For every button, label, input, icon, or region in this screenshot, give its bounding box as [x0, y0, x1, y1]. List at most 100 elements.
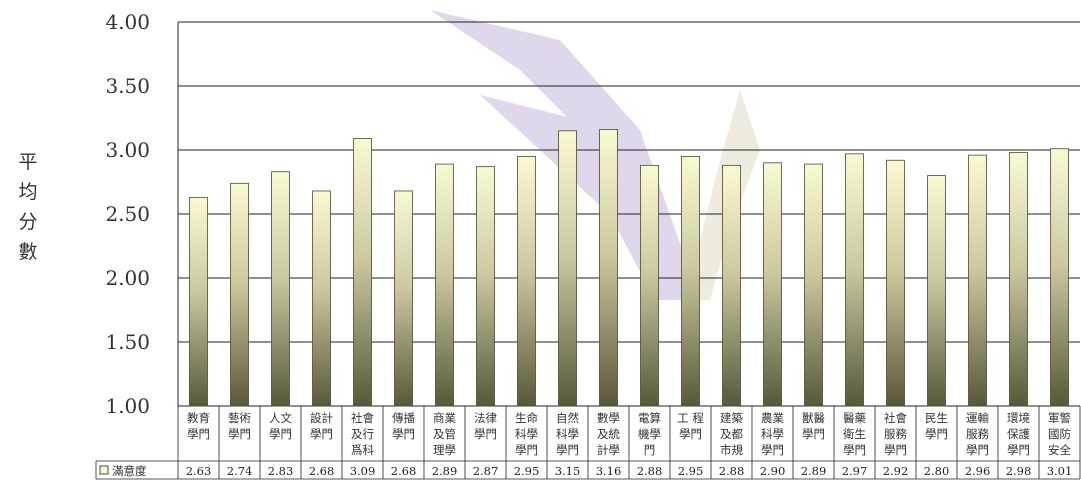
- category-label: 學門: [884, 443, 907, 457]
- value-label: 2.92: [883, 464, 909, 478]
- bar: [353, 138, 372, 407]
- y-tick-label: 1.50: [105, 330, 150, 354]
- value-label: 2.95: [678, 464, 704, 478]
- bar: [968, 154, 987, 407]
- category-label: 社會: [884, 411, 907, 425]
- value-label: 2.90: [760, 464, 786, 478]
- y-tick-label: 3.00: [105, 138, 150, 162]
- bar: [886, 159, 905, 407]
- y-axis-ticks: 1.00 1.50 2.00 2.50 3.00 3.50 4.00: [105, 10, 150, 418]
- value-label: 2.89: [432, 464, 458, 478]
- bar: [599, 129, 618, 407]
- category-label: 學門: [843, 443, 866, 457]
- bar: [394, 190, 413, 407]
- value-label: 2.89: [801, 464, 827, 478]
- category-label: 自然: [556, 411, 579, 425]
- value-label: 2.87: [473, 464, 499, 478]
- y-label-char: 平: [18, 151, 37, 173]
- category-label: 商業: [433, 411, 456, 425]
- value-label: 2.63: [186, 464, 212, 478]
- value-label: 2.74: [227, 464, 253, 478]
- category-label: 建築: [720, 411, 743, 425]
- category-label: 及都: [720, 427, 743, 441]
- value-label: 2.83: [268, 464, 294, 478]
- bar: [517, 155, 536, 407]
- value-label: 2.95: [514, 464, 540, 478]
- category-label: 藝術: [228, 411, 251, 425]
- category-label: 設計: [310, 411, 333, 425]
- value-label: 2.80: [924, 464, 950, 478]
- category-label: 服務: [884, 427, 907, 441]
- bar: [558, 130, 577, 407]
- category-label: 衛生: [843, 427, 866, 441]
- value-label: 3.16: [596, 464, 622, 478]
- category-label: 工 程: [677, 411, 704, 425]
- category-label: 傳播: [392, 411, 415, 425]
- bar: [189, 196, 208, 407]
- value-label: 3.01: [1047, 464, 1073, 478]
- value-label: 2.97: [842, 464, 868, 478]
- category-label: 獸醫: [802, 411, 825, 425]
- legend: 滿意度: [99, 464, 147, 478]
- category-label: 民生: [925, 411, 948, 425]
- category-label: 學門: [679, 427, 702, 441]
- category-label: 法律: [474, 411, 497, 425]
- category-label: 學門: [228, 427, 251, 441]
- category-label: 學門: [515, 443, 538, 457]
- bar: [722, 164, 741, 407]
- category-label: 理學: [433, 443, 456, 457]
- value-label: 2.88: [719, 464, 745, 478]
- bar: [230, 182, 249, 407]
- category-label: 軍警: [1048, 411, 1071, 425]
- value-label: 2.68: [391, 464, 417, 478]
- category-label: 保護: [1007, 427, 1030, 441]
- category-label: 市規: [720, 443, 743, 457]
- legend-label: 滿意度: [112, 464, 147, 478]
- y-tick-label: 2.00: [105, 266, 150, 290]
- y-label-char: 均: [18, 181, 37, 203]
- category-label: 教育: [187, 411, 210, 425]
- category-label: 及行: [351, 427, 374, 441]
- category-label: 門: [644, 443, 656, 457]
- category-label: 環境: [1007, 411, 1030, 425]
- y-label-char: 數: [18, 241, 37, 263]
- y-tick-label: 4.00: [105, 10, 150, 34]
- category-label: 學門: [1007, 443, 1030, 457]
- category-label: 醫藥: [843, 411, 866, 425]
- bar: [763, 162, 782, 407]
- category-label: 計學: [597, 443, 620, 457]
- category-label: 爲科: [351, 443, 374, 457]
- category-label: 安全: [1048, 443, 1071, 457]
- category-label: 機學: [638, 427, 661, 441]
- bar: [640, 164, 659, 407]
- category-label: 科學: [515, 427, 538, 441]
- category-label: 學門: [802, 427, 825, 441]
- value-label: 2.68: [309, 464, 335, 478]
- bar: [1050, 148, 1069, 407]
- category-label: 學門: [925, 427, 948, 441]
- category-label: 科學: [761, 427, 784, 441]
- category-label: 及管: [433, 427, 456, 441]
- bar: [476, 166, 495, 407]
- category-label: 及統: [597, 427, 620, 441]
- category-label: 生命: [515, 411, 538, 425]
- value-label: 2.98: [1006, 464, 1032, 478]
- bar: [435, 163, 454, 407]
- y-label-char: 分: [18, 211, 37, 233]
- bar: [845, 153, 864, 407]
- category-label: 電算: [638, 411, 661, 425]
- value-label: 2.88: [637, 464, 663, 478]
- category-label: 社會: [351, 411, 374, 425]
- category-label: 學門: [474, 427, 497, 441]
- category-label: 服務: [966, 427, 989, 441]
- category-label: 學門: [556, 443, 579, 457]
- category-label: 學門: [310, 427, 333, 441]
- category-label: 農業: [761, 411, 784, 425]
- legend-swatch: [99, 465, 109, 475]
- bar: [804, 163, 823, 407]
- category-label: 學門: [392, 427, 415, 441]
- y-tick-label: 1.00: [105, 394, 150, 418]
- value-label: 3.09: [350, 464, 376, 478]
